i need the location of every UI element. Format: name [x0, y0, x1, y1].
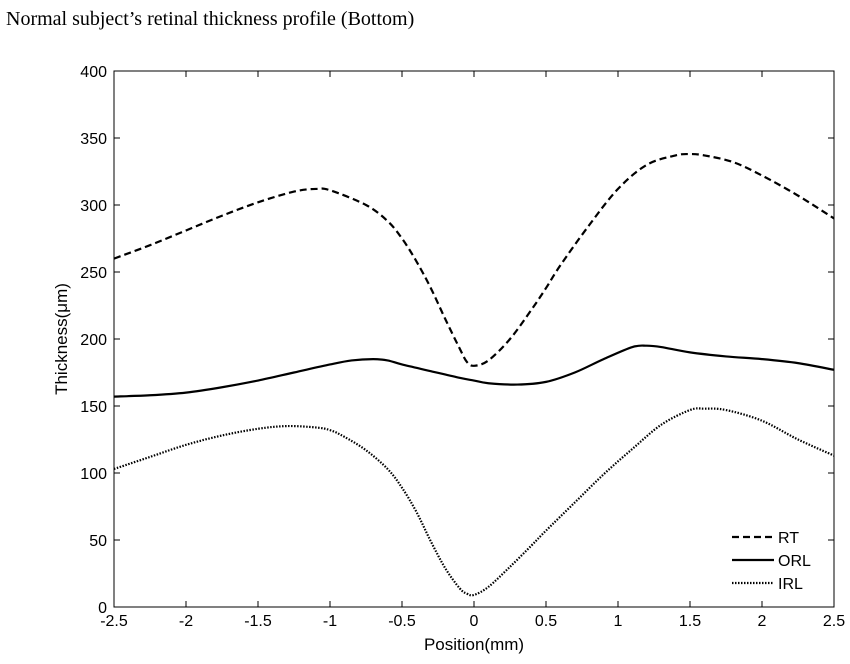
x-tick-label: 1: [614, 613, 623, 630]
series-line-irl: [113, 407, 835, 597]
y-axis-label: Thickness(μm): [52, 283, 71, 395]
legend: RT ORL IRL: [732, 530, 811, 593]
legend-label-irl: IRL: [778, 576, 803, 593]
y-tick-label: 350: [80, 131, 107, 148]
x-axis-label: Position(mm): [424, 635, 524, 654]
axes: -2.5 -2 -1.5 -1 -0.5 0 0.5 1 1.5 2 2.5 0 50 100 150 200…: [80, 64, 845, 630]
x-tick-label: -2: [179, 613, 193, 630]
x-tick-label: -1.5: [244, 613, 272, 630]
x-tick-label: 2: [758, 613, 767, 630]
y-tick-label: 50: [89, 533, 107, 550]
series-line-orl: [113, 344, 835, 398]
y-tick-label: 300: [80, 198, 107, 215]
x-tick-label: 1.5: [679, 613, 701, 630]
y-tick-label: 0: [98, 600, 107, 617]
x-tick-label: 2.5: [823, 613, 845, 630]
series-line-rt: [113, 152, 835, 367]
legend-label-rt: RT: [778, 530, 799, 547]
y-tick-label: 100: [80, 466, 107, 483]
x-tick-label: -0.5: [388, 613, 416, 630]
plot-frame: [113, 70, 835, 608]
series-lines: [113, 152, 835, 597]
x-tick-label: -2.5: [100, 613, 128, 630]
y-tick-label: 400: [80, 64, 107, 81]
y-tick-label: 150: [80, 399, 107, 416]
y-tick-label: 250: [80, 265, 107, 282]
legend-label-orl: ORL: [778, 553, 811, 570]
page-title: Normal subject’s retinal thickness profi…: [6, 8, 415, 30]
x-tick-label: -1: [323, 613, 337, 630]
x-tick-label: 0: [470, 613, 479, 630]
y-tick-label: 200: [80, 332, 107, 349]
x-tick-label: 0.5: [535, 613, 557, 630]
